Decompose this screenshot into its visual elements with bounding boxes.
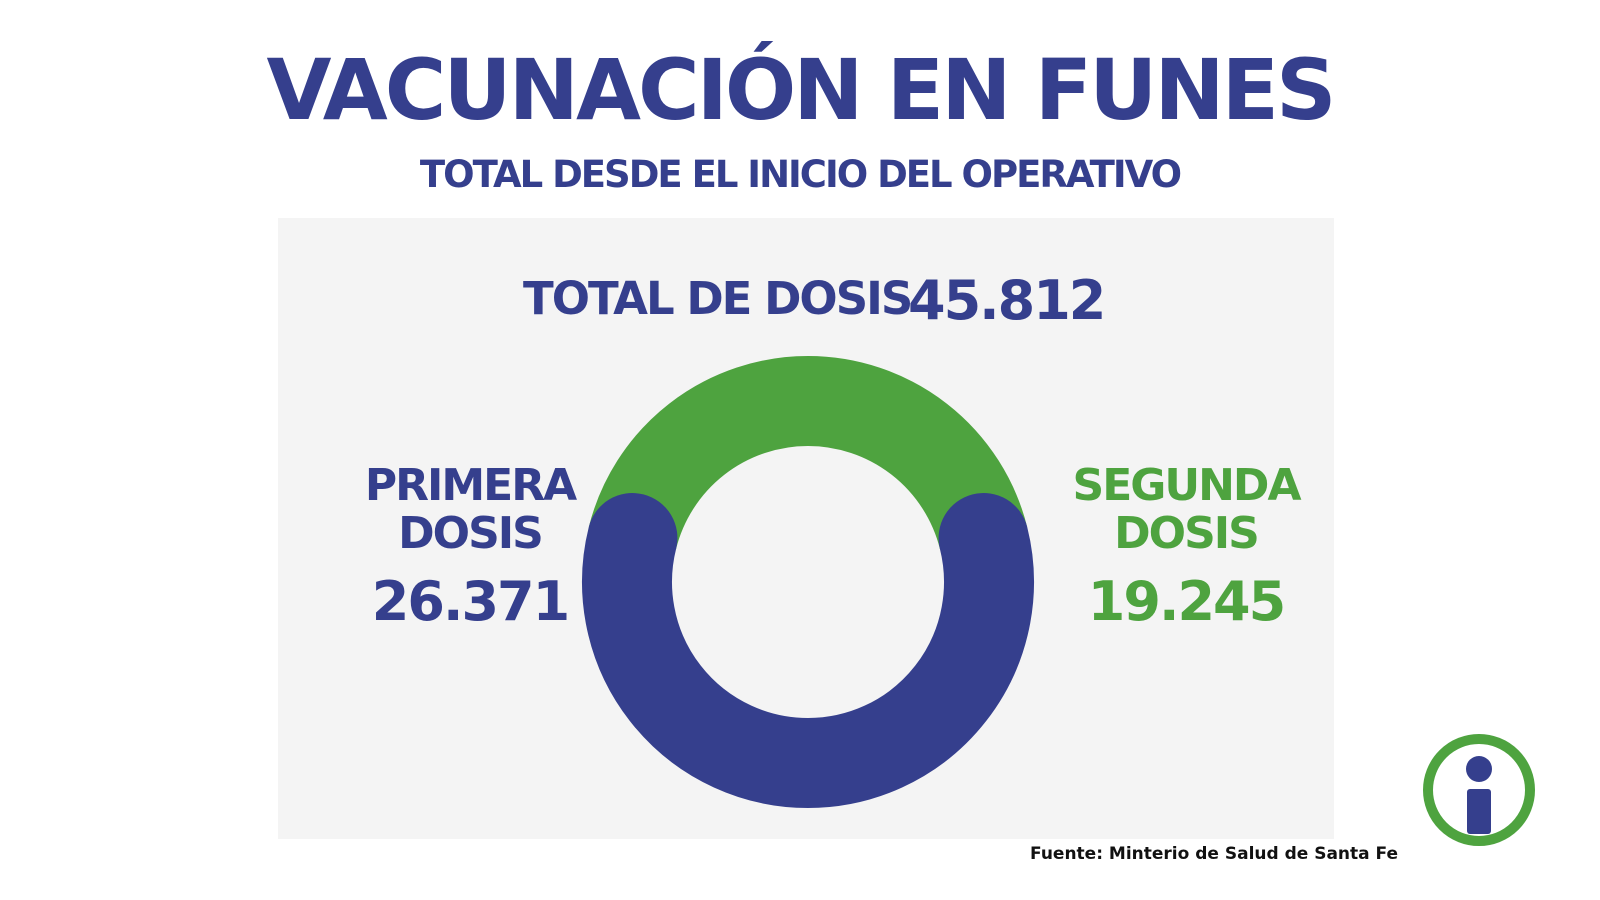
second-dose-value: 19.245 [1087,570,1286,633]
info-icon [1423,734,1535,846]
second-dose-label: SEGUNDA DOSIS [1072,460,1302,559]
first-dose-label: PRIMERA DOSIS [364,460,577,559]
info-icon-stem [1467,789,1491,834]
donut-slice-primera-dosis [582,493,1034,808]
first-dose-value: 26.371 [371,570,570,633]
chart-panel: TOTAL DE DOSIS 45.812 PRIMERA DOSIS 26.3… [278,218,1334,839]
donut-chart [582,356,1034,808]
donut-slice-segunda-dosis [588,356,1028,550]
chart-subtitle: TOTAL DESDE EL INICIO DEL OPERATIVO [419,153,1182,196]
source-note: Fuente: Minterio de Salud de Santa Fe [1030,844,1398,864]
chart-title: VACUNACIÓN EN FUNES [266,41,1336,139]
info-icon-dot [1466,756,1492,782]
total-doses-value: 45.812 [908,269,1106,332]
total-doses-label: TOTAL DE DOSIS [523,272,913,325]
